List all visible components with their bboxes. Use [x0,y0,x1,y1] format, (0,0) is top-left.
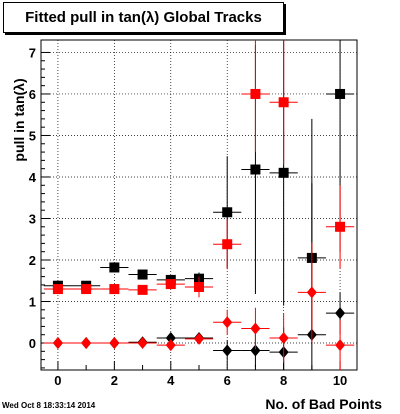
data-point-diamond [194,332,204,345]
chart-title-box: Fitted pull in tan(λ) Global Tracks [3,2,284,33]
data-point-square [222,207,233,218]
data-point-diamond [52,337,63,350]
data-point-diamond [137,337,148,350]
y-tick-label: 0 [29,336,36,351]
data-point-square [109,284,120,295]
data-point-diamond [81,337,92,350]
data-point-diamond [335,307,346,320]
data-point-square [109,262,120,273]
data-point-diamond [278,332,289,345]
data-point-square [250,164,261,175]
y-tick-label: 4 [29,170,37,185]
y-tick-label: 5 [29,128,36,143]
x-tick-label: 0 [54,373,61,388]
data-point-square [335,88,346,99]
chart-title: Fitted pull in tan(λ) Global Tracks [25,9,262,26]
data-point-diamond [250,344,261,357]
data-point-square [278,167,289,178]
y-tick-label: 2 [29,253,36,268]
y-axis-label: pull in tan(λ) [11,78,27,162]
data-point-diamond [222,316,233,329]
y-tick-label: 3 [29,211,36,226]
data-point-square [222,239,233,250]
y-tick-label: 7 [29,45,36,60]
data-point-diamond [165,339,176,352]
data-point-diamond [222,344,233,357]
data-point-diamond [335,339,346,352]
y-tick-label: 6 [29,87,36,102]
data-point-square [81,284,92,295]
data-point-square [335,221,346,232]
x-tick-label: 8 [280,373,287,388]
data-point-square [52,284,63,295]
data-point-square [165,279,176,290]
plot-frame [40,39,358,371]
x-tick-label: 6 [224,373,231,388]
data-point-square [137,269,148,280]
data-point-diamond [165,332,176,345]
x-tick-label: 10 [333,373,347,388]
x-tick-label: 4 [167,373,175,388]
data-point-diamond [250,322,261,335]
data-point-square [137,284,148,295]
x-tick-label: 2 [111,373,118,388]
y-tick-label: 1 [29,295,36,310]
date-stamp: Wed Oct 8 18:33:14 2014 [2,401,96,410]
data-point-square [278,97,289,108]
data-point-diamond [306,286,317,299]
x-axis-label: No. of Bad Points [265,396,382,412]
data-point-diamond [109,337,120,350]
data-point-square [250,88,261,99]
data-point-square [194,281,204,292]
